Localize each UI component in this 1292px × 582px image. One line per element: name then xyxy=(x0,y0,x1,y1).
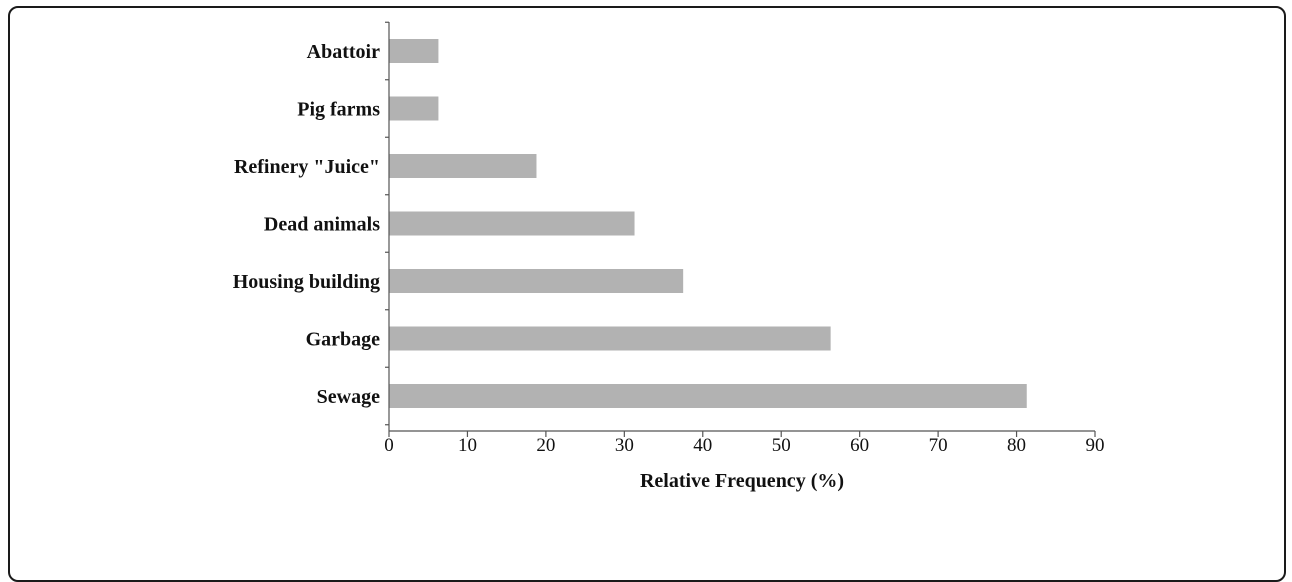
bar-4 xyxy=(389,269,684,293)
bar-6 xyxy=(389,384,1027,408)
x-tick-label: 80 xyxy=(1007,435,1026,456)
category-label: Abattoir xyxy=(307,41,380,63)
bar-1 xyxy=(389,96,439,121)
x-axis-title: Relative Frequency (%) xyxy=(640,470,844,492)
bar-3 xyxy=(389,211,635,236)
category-label: Dead animals xyxy=(264,214,380,236)
x-tick-label: 50 xyxy=(772,435,791,456)
x-tick-label: 30 xyxy=(615,435,634,456)
category-label: Refinery "Juice" xyxy=(234,156,380,178)
bar-5 xyxy=(389,326,831,351)
x-tick-label: 90 xyxy=(1086,435,1105,456)
bar-0 xyxy=(389,39,439,63)
x-tick-label: 10 xyxy=(458,435,477,456)
category-label: Sewage xyxy=(317,386,380,408)
bar-2 xyxy=(389,154,537,178)
chart-frame xyxy=(8,6,1286,582)
x-tick-label: 40 xyxy=(693,435,712,456)
category-label: Pig farms xyxy=(297,99,380,121)
x-tick-label: 70 xyxy=(929,435,948,456)
x-tick-label: 0 xyxy=(384,435,394,456)
category-label: Garbage xyxy=(306,329,381,351)
x-tick-label: 20 xyxy=(536,435,555,456)
x-tick-label: 60 xyxy=(850,435,869,456)
category-label: Housing building xyxy=(233,271,380,293)
